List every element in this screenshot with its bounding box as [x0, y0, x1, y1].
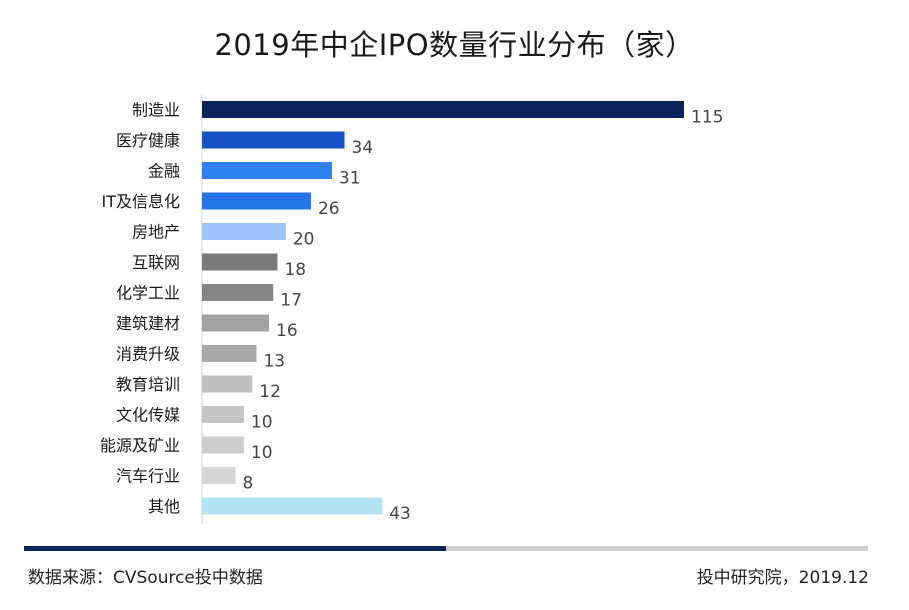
bar-6 — [202, 284, 274, 301]
category-label-10: 文化传媒 — [116, 406, 180, 425]
category-label-3: IT及信息化 — [102, 192, 181, 211]
value-label-4: 20 — [293, 230, 315, 250]
bar-1 — [202, 131, 345, 149]
category-label-6: 化学工业 — [116, 284, 180, 303]
bar-5 — [202, 253, 278, 271]
bar-7 — [202, 314, 270, 332]
value-label-11: 10 — [251, 443, 273, 463]
bar-11 — [202, 436, 244, 454]
bar-12 — [202, 467, 236, 484]
value-label-9: 12 — [259, 382, 281, 402]
bar-9 — [202, 375, 253, 393]
value-label-13: 43 — [389, 504, 411, 524]
bar-4 — [202, 223, 286, 240]
footer-divider-light — [446, 546, 868, 551]
category-label-2: 金融 — [148, 162, 180, 181]
value-label-0: 115 — [691, 108, 723, 128]
value-label-6: 17 — [280, 291, 302, 311]
bar-3 — [202, 192, 311, 210]
category-label-4: 房地产 — [132, 223, 180, 242]
bar-8 — [202, 345, 257, 362]
credit-note: 投中研究院，2019.12 — [696, 568, 869, 588]
value-label-8: 13 — [263, 352, 285, 372]
footer-divider-dark — [24, 546, 446, 551]
chart-title: 2019年中企IPO数量行业分布（家） — [214, 28, 695, 62]
bar-0 — [202, 101, 684, 118]
value-label-1: 34 — [352, 138, 374, 158]
value-label-10: 10 — [251, 413, 273, 433]
value-label-7: 16 — [276, 321, 298, 341]
bar-10 — [202, 406, 244, 423]
category-label-11: 能源及矿业 — [100, 436, 180, 455]
category-label-7: 建筑建材 — [116, 314, 180, 333]
value-label-2: 31 — [339, 169, 361, 189]
source-note: 数据来源：CVSource投中数据 — [28, 568, 263, 588]
bar-13 — [202, 497, 383, 515]
value-label-12: 8 — [243, 474, 254, 494]
category-label-1: 医疗健康 — [116, 131, 180, 150]
value-label-3: 26 — [318, 199, 340, 219]
category-label-8: 消费升级 — [116, 345, 180, 364]
value-label-5: 18 — [284, 260, 306, 280]
category-label-9: 教育培训 — [116, 375, 180, 394]
category-label-13: 其他 — [148, 497, 180, 516]
category-label-5: 互联网 — [132, 253, 180, 272]
bar-chart: 制造业 115 医疗健康 34 金融 31 IT及信息化 26 房地产 20 互联网 18 化学工业 17… — [100, 95, 723, 524]
bar-2 — [202, 162, 332, 179]
category-label-0: 制造业 — [132, 101, 180, 120]
category-label-12: 汽车行业 — [116, 467, 180, 486]
